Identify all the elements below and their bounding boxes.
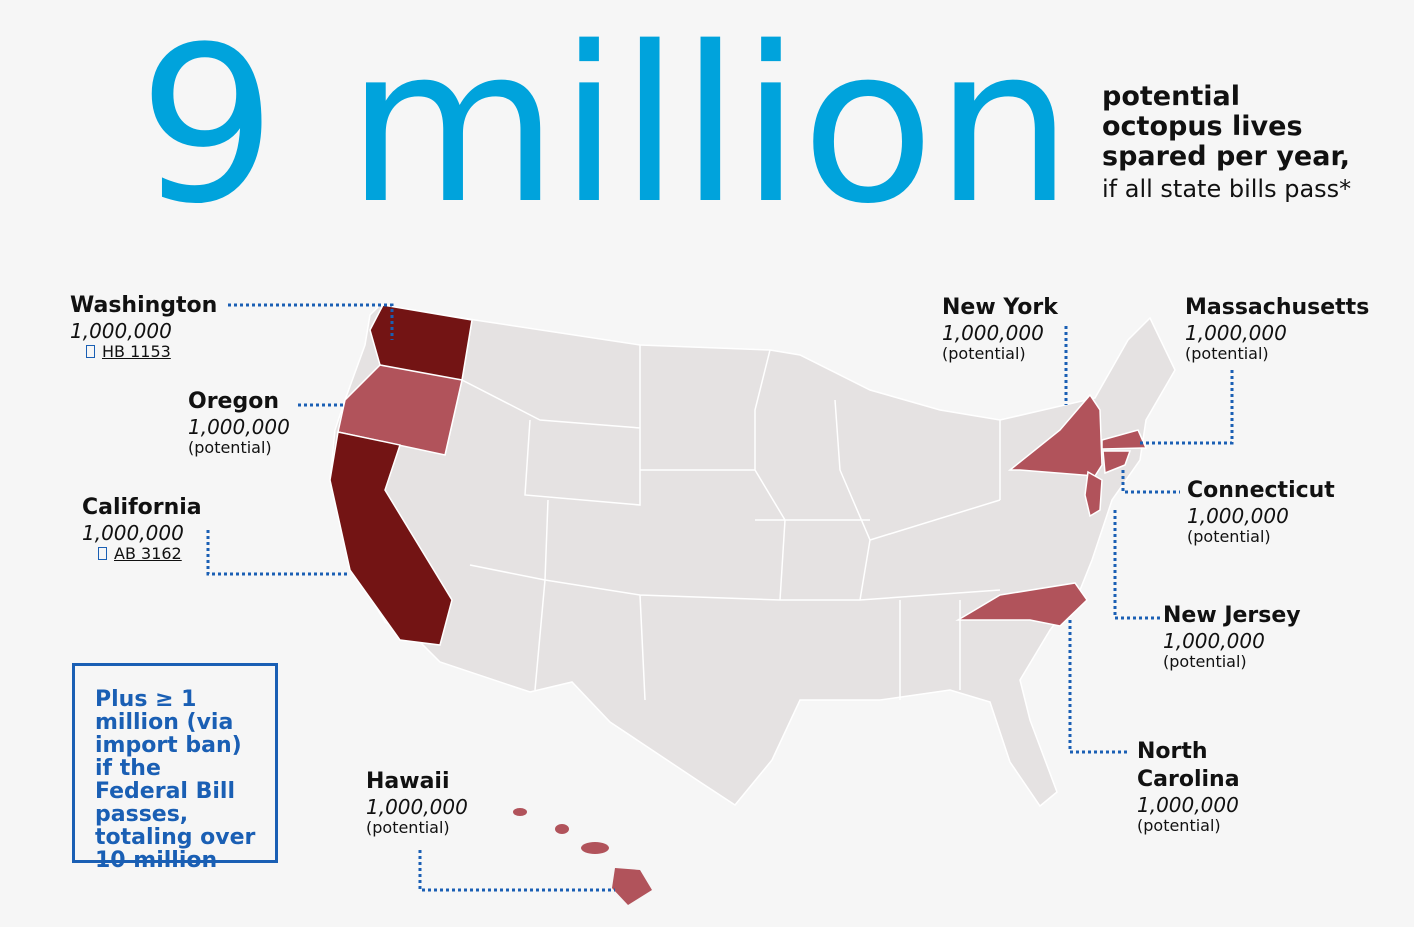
link-icon [98,547,107,560]
state-count: 1,000,000 [70,319,172,343]
connectors [206,303,1234,892]
state-name: Hawaii [366,769,450,794]
state-label: New York 1,000,000 (potential) [942,294,1058,362]
state-name: Washington [70,293,218,318]
headline-condition: if all state bills pass* [1102,175,1352,203]
state-note: HB 1153 [86,344,217,360]
us-map [329,304,1176,905]
connecticut [1102,450,1132,475]
state-label: Washington 1,000,000 HB 1153 [70,292,217,360]
state-count: 1,000,000 [1187,504,1289,528]
state-count: 1,000,000 [366,795,468,819]
state-note: (potential) [942,344,1026,363]
state-count: 1,000,000 [1163,629,1265,653]
massachusetts [1101,429,1148,450]
state-count: 1,000,000 [188,415,290,439]
north-carolina [955,582,1088,627]
state-note: (potential) [1137,816,1221,835]
state-name: Oregon [188,389,279,414]
state-count: 1,000,000 [82,521,184,545]
state-count: 1,000,000 [1137,793,1239,817]
headline-line: potential [1102,81,1240,112]
state-note: (potential) [1185,344,1269,363]
state-note: AB 3162 [98,546,202,562]
state-label: Oregon 1,000,000 (potential) [188,388,290,456]
state-count: 1,000,000 [1185,321,1287,345]
headline-text: potential octopus lives spared per year, if… [1102,82,1351,204]
state-note: (potential) [366,818,450,837]
california [329,431,453,646]
callout-box: Plus ≥ 1 million (via import ban) if the… [72,663,278,872]
headline-line: octopus lives [1102,111,1303,142]
state-label: Massachusetts 1,000,000 (potential) [1185,294,1369,362]
state-note: (potential) [1163,652,1247,671]
hawaii [513,808,652,905]
state-name: Connecticut [1187,478,1335,503]
state-note: (potential) [188,438,272,457]
bill-link[interactable]: AB 3162 [114,544,182,563]
state-label: California 1,000,000 AB 3162 [82,494,202,562]
new-york [1007,393,1103,477]
state-name: North Carolina [1137,739,1240,792]
headline-number: 9 million [138,0,1073,251]
headline-line: spared per year, [1102,141,1351,172]
state-name: New Jersey [1163,603,1301,628]
state-note: (potential) [1187,527,1271,546]
state-label: New Jersey 1,000,000 (potential) [1163,602,1301,670]
state-name: New York [942,295,1058,320]
state-name: Massachusetts [1185,295,1370,320]
new-jersey [1084,470,1103,518]
state-name: California [82,495,202,520]
state-count: 1,000,000 [942,321,1044,345]
bill-link[interactable]: HB 1153 [102,342,171,361]
state-label: Hawaii 1,000,000 (potential) [366,768,468,836]
state-label: North Carolina 1,000,000 (potential) [1137,738,1277,834]
link-icon [86,345,95,358]
state-label: Connecticut 1,000,000 (potential) [1187,477,1335,545]
